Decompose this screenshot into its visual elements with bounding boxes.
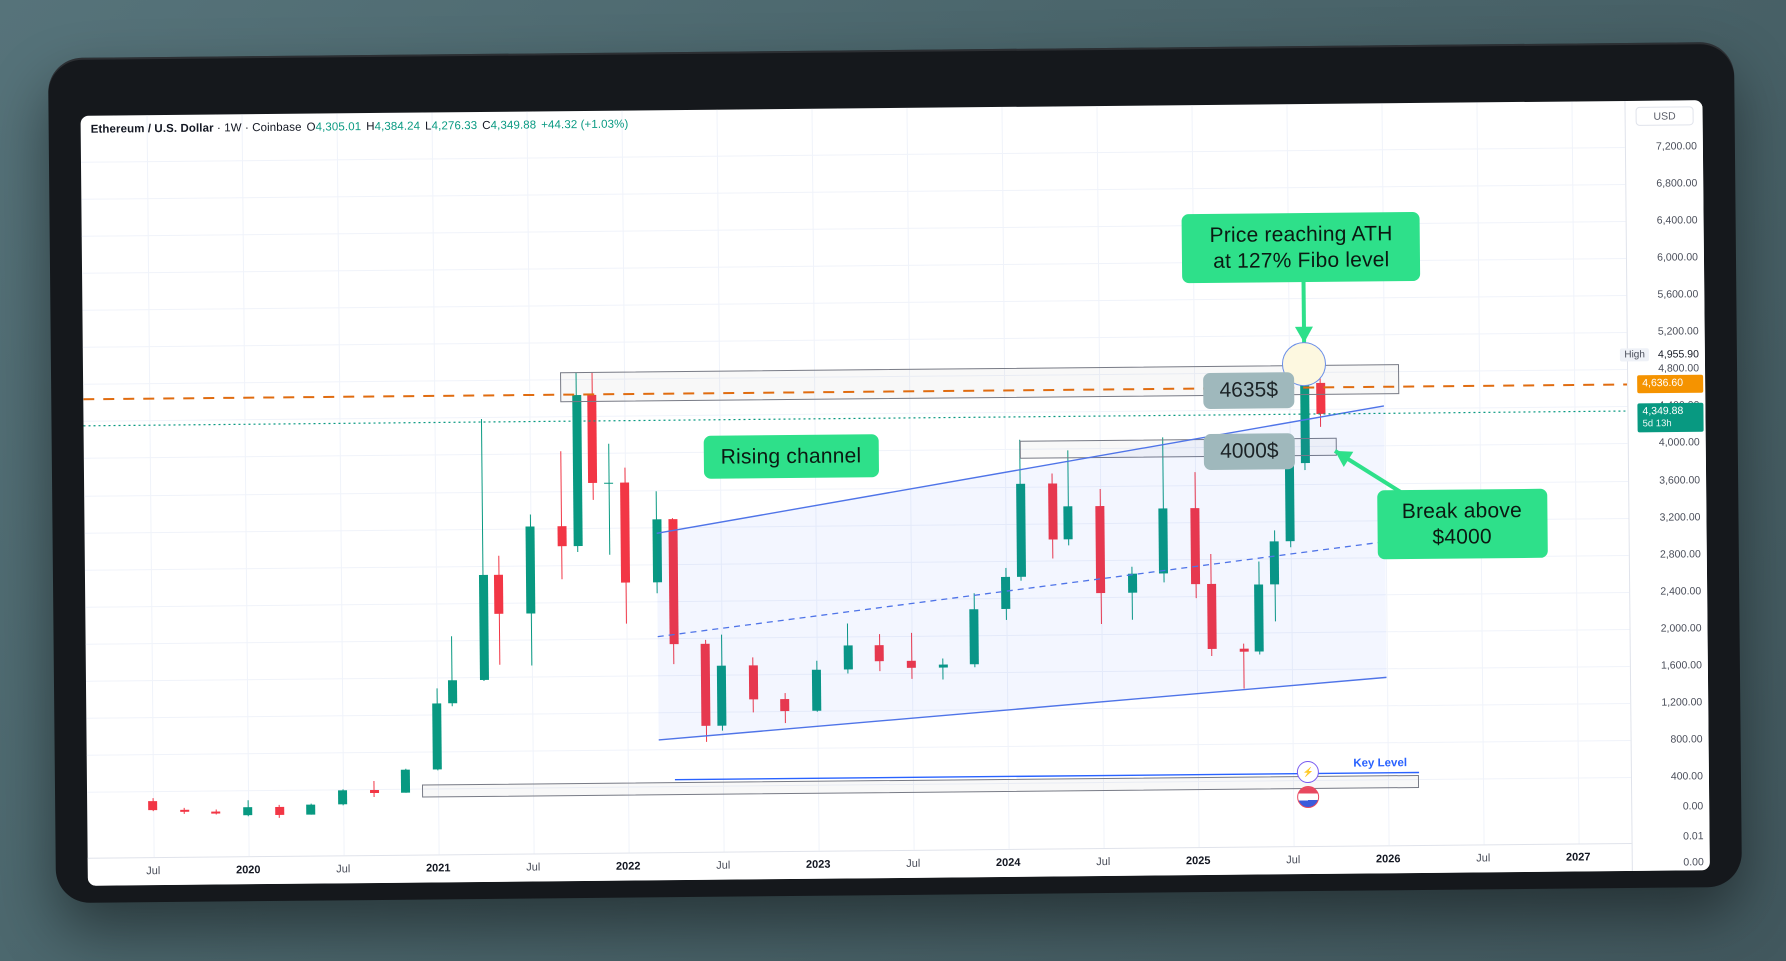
annotation-break-above[interactable]: Break above $4000: [1376, 488, 1548, 560]
price-scale[interactable]: USD 7,200.00 6,800.00 6,400.00 6,000.00 5,60…: [1620, 100, 1710, 871]
price-tick: 2,400.00: [1660, 584, 1702, 598]
high-tag: High: [1620, 348, 1649, 362]
price-tick: 0.00: [1683, 856, 1704, 869]
last-price-line: [83, 410, 1628, 427]
time-tick: Jul: [716, 859, 731, 872]
chart-plot-area[interactable]: Price reaching ATH at 127% Fibo level Ris…: [80, 101, 1632, 858]
open-value: 4,305.01: [315, 121, 362, 134]
price-tick: 2,800.00: [1659, 547, 1701, 561]
price-tick: 6,800.00: [1656, 177, 1698, 190]
last-price-value: 4,349.88: [1642, 404, 1684, 418]
time-tick: Jul: [1096, 855, 1111, 869]
price-tick: 4,000.00: [1658, 436, 1700, 450]
time-tick: Jul: [1286, 854, 1301, 867]
price-tick: 5,600.00: [1657, 288, 1699, 301]
time-tick: 2024: [995, 856, 1021, 870]
tablet-device-frame: Ethereum / U.S. Dollar · 1W · Coinbase O4…: [47, 41, 1743, 904]
high-price-tick: 4,955.90: [1657, 348, 1699, 361]
time-tick: Jul: [906, 857, 921, 870]
time-tick: 2026: [1375, 853, 1401, 866]
time-tick: Jul: [526, 861, 541, 874]
high-label: H: [366, 120, 375, 134]
price-tick: 7,200.00: [1655, 140, 1697, 153]
drawings-layer: Price reaching ATH at 127% Fibo level Ris…: [81, 101, 1632, 858]
high-value: 4,384.24: [374, 120, 421, 133]
price-tick: 3,600.00: [1659, 473, 1701, 487]
price-tick: 2,000.00: [1660, 622, 1702, 635]
symbol-name[interactable]: Ethereum / U.S. Dollar: [90, 122, 214, 136]
price-pill-4635[interactable]: 4635$: [1203, 372, 1295, 410]
countdown-value: 5d 13h: [1642, 418, 1672, 430]
price-tick: 5,200.00: [1657, 325, 1699, 338]
price-pill-4000[interactable]: 4000$: [1203, 432, 1295, 470]
rising-channel-drawing[interactable]: [81, 101, 1632, 858]
last-price-label[interactable]: 4,349.88 5d 13h: [1637, 402, 1704, 433]
price-tick: 1,200.00: [1661, 696, 1703, 709]
annotation-ath[interactable]: Price reaching ATH at 127% Fibo level: [1181, 211, 1421, 284]
fib-127-line: [83, 383, 1628, 401]
price-tick: 4,800.00: [1658, 362, 1700, 376]
annotation-rising-channel[interactable]: Rising channel: [703, 433, 879, 480]
time-tick: 2027: [1565, 851, 1591, 864]
time-tick: 2025: [1185, 854, 1211, 868]
time-tick: Jul: [336, 863, 351, 876]
time-tick: Jul: [1476, 852, 1491, 865]
currency-badge[interactable]: USD: [1635, 106, 1694, 126]
key-level-line: [674, 771, 1420, 781]
price-tick: 0.00: [1682, 800, 1704, 813]
time-tick: 2021: [425, 862, 451, 875]
key-level-label: Key Level: [1353, 756, 1408, 770]
exchange-label: Coinbase: [252, 121, 302, 135]
low-value: 4,276.33: [431, 119, 478, 133]
price-tick: 800.00: [1670, 733, 1703, 746]
price-tick: 400.00: [1670, 770, 1704, 783]
fib-price-label[interactable]: 4,636.60: [1637, 375, 1704, 393]
time-tick: 2020: [235, 864, 261, 877]
change-value: +44.32 (+1.03%): [541, 118, 629, 132]
chart-screen: Ethereum / U.S. Dollar · 1W · Coinbase O4…: [80, 100, 1710, 886]
time-tick: 2022: [615, 860, 641, 873]
interval-label[interactable]: 1W: [224, 122, 242, 135]
price-tick: 6,400.00: [1656, 214, 1698, 227]
price-tick: 1,600.00: [1660, 659, 1702, 672]
price-tick: 3,200.00: [1659, 510, 1701, 524]
price-tick: 6,000.00: [1657, 251, 1699, 264]
price-tick: 0.01: [1683, 830, 1704, 843]
time-tick: Jul: [146, 865, 161, 878]
time-tick: 2023: [805, 858, 831, 871]
close-value: 4,349.88: [490, 119, 537, 132]
open-label: O: [306, 121, 316, 134]
close-label: C: [482, 119, 491, 132]
